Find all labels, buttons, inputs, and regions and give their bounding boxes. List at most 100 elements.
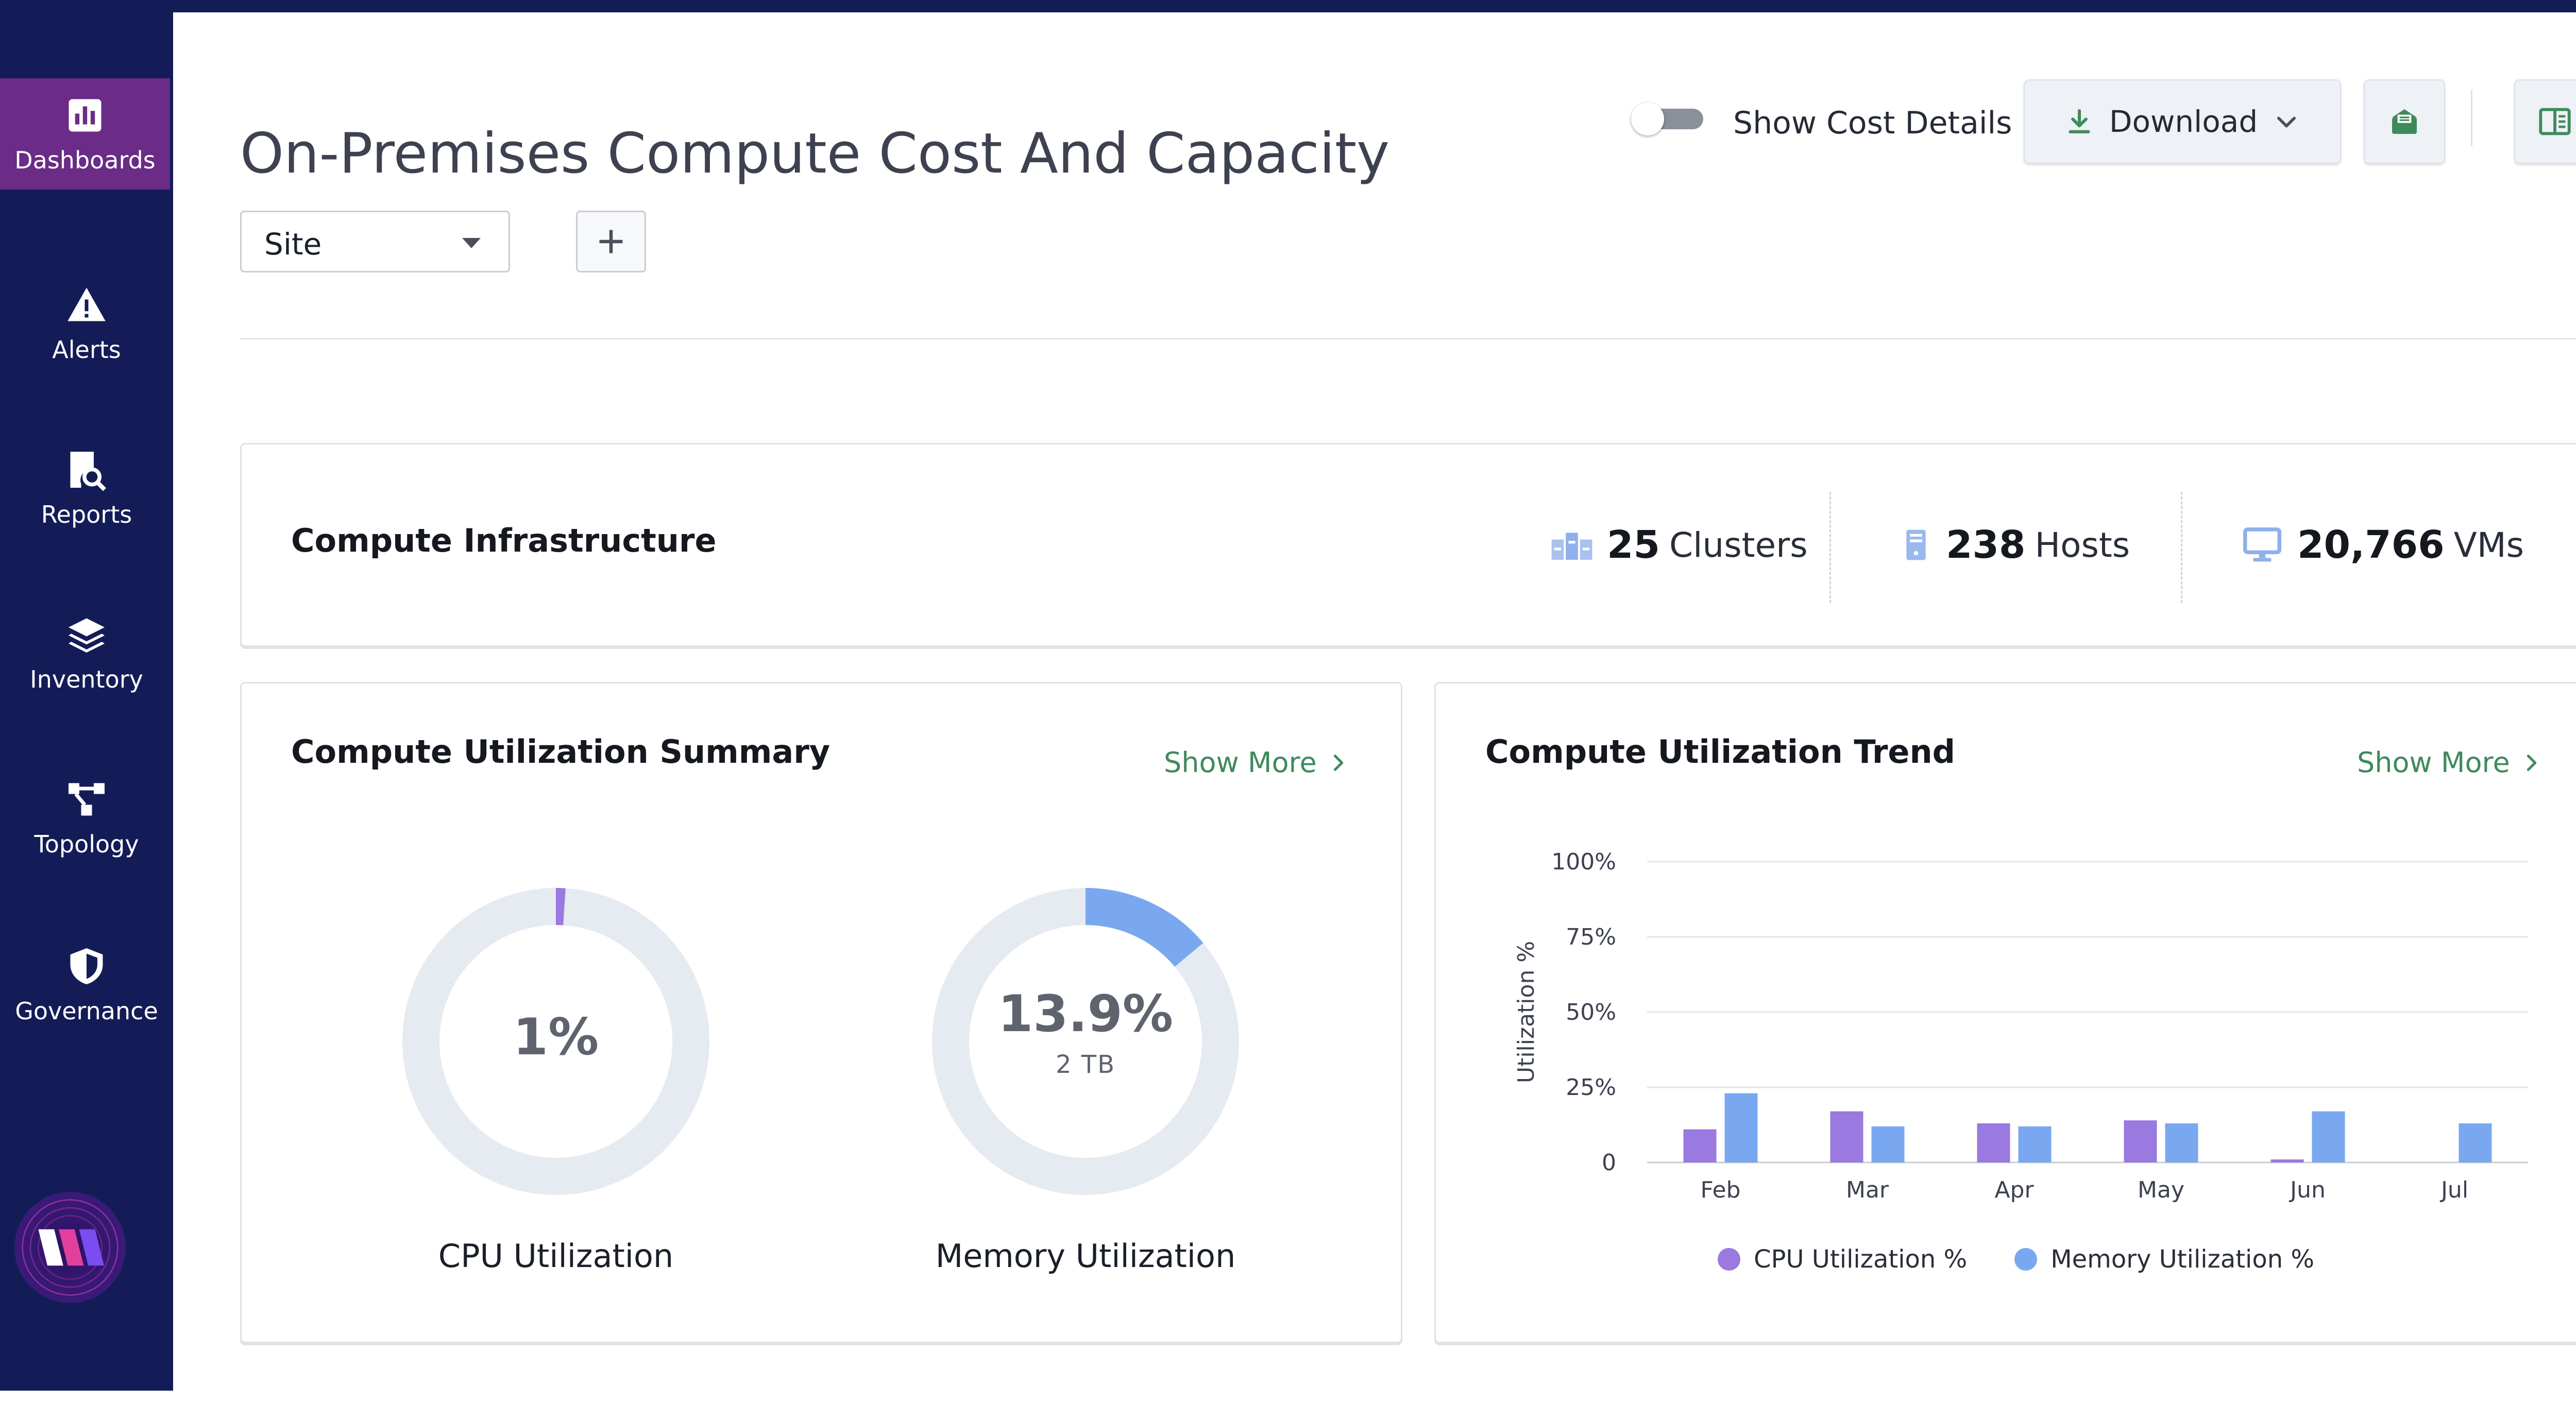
- side-panel-button[interactable]: [2514, 79, 2576, 164]
- server-icon: [1906, 529, 1926, 560]
- warning-icon: [67, 287, 106, 321]
- top-bar: [0, 0, 2576, 12]
- memory-utilization-label: Memory Utilization: [935, 1237, 1236, 1275]
- sidebar-item-governance[interactable]: Governance: [0, 929, 173, 1040]
- bar-memory: [2165, 1123, 2198, 1162]
- site-filter-value: Site: [264, 227, 322, 262]
- sidebar-item-label: Governance: [15, 997, 158, 1025]
- chart-legend: CPU Utilization % Memory Utilization %: [1436, 1245, 2576, 1274]
- toggle-label: Show Cost Details: [1733, 105, 2012, 141]
- sidebar: Dashboards Alerts Reports Inventory: [0, 0, 173, 1391]
- bar-memory: [1724, 1093, 1758, 1162]
- x-tick-label: Jun: [2289, 1177, 2326, 1203]
- y-tick-label: 50%: [1566, 999, 1616, 1025]
- stat-divider: [1829, 492, 1831, 603]
- sidebar-item-topology[interactable]: Topology: [0, 762, 173, 874]
- stat-divider: [2181, 492, 2182, 603]
- infrastructure-title: Compute Infrastructure: [291, 522, 717, 559]
- compute-infrastructure-card: Compute Infrastructure 25 Clusters 238: [240, 443, 2576, 647]
- y-tick-label: 100%: [1551, 849, 1616, 875]
- legend-item[interactable]: CPU Utilization %: [1717, 1245, 1968, 1274]
- x-tick-label: May: [2138, 1177, 2184, 1203]
- donut-arc: [402, 888, 709, 1195]
- chevron-right-icon: [2527, 754, 2536, 771]
- bar-cpu: [2124, 1120, 2157, 1162]
- email-icon: [2392, 109, 2417, 134]
- trend-title: Compute Utilization Trend: [1485, 733, 1955, 771]
- sidebar-item-inventory[interactable]: Inventory: [0, 597, 173, 709]
- download-label: Download: [2109, 104, 2258, 139]
- main-content: On-Premises Compute Cost And Capacity Sh…: [173, 12, 2576, 1391]
- chevron-down-icon: [2277, 116, 2296, 128]
- legend-label: Memory Utilization %: [2050, 1245, 2315, 1274]
- vms-stat: 20,766 VMs: [2241, 444, 2524, 645]
- hosts-stat: 238 Hosts: [1900, 444, 2130, 645]
- sidebar-item-label: Dashboards: [14, 146, 156, 174]
- sidebar-item-alerts[interactable]: Alerts: [0, 268, 173, 379]
- download-icon: [2069, 109, 2090, 133]
- topology-icon: [69, 783, 105, 816]
- y-tick-label: 75%: [1566, 924, 1616, 950]
- brand-logo[interactable]: [13, 1191, 127, 1304]
- vms-count: 20,766: [2297, 523, 2445, 567]
- cpu-utilization-label: CPU Utilization: [438, 1237, 674, 1275]
- page-title: On-Premises Compute Cost And Capacity: [240, 122, 1390, 186]
- cpu-utilization-donut: [402, 888, 709, 1195]
- x-tick-label: Feb: [1701, 1177, 1741, 1203]
- monitor-icon: [2243, 527, 2282, 562]
- bar-chart-icon: [69, 99, 101, 132]
- sidebar-item-label: Inventory: [30, 665, 143, 693]
- clusters-stat: 25 Clusters: [1550, 444, 1808, 645]
- sidebar-item-reports[interactable]: Reports: [0, 433, 173, 544]
- bar-memory: [2459, 1123, 2492, 1162]
- hosts-count: 238: [1946, 523, 2026, 567]
- summary-show-more-link[interactable]: Show More: [1164, 746, 1349, 779]
- report-search-icon: [70, 452, 106, 491]
- header-divider: [240, 338, 2576, 339]
- x-tick-label: Apr: [1994, 1177, 2034, 1203]
- bar-memory: [2312, 1111, 2345, 1162]
- cpu-utilization-value: 1%: [513, 1008, 599, 1067]
- legend-label: CPU Utilization %: [1753, 1245, 1968, 1274]
- add-filter-button[interactable]: [576, 211, 646, 272]
- bar-cpu: [1683, 1129, 1717, 1162]
- compute-utilization-summary-card: Compute Utilization Summary Show More 1%…: [240, 682, 1402, 1343]
- layers-icon: [69, 618, 105, 653]
- bar-memory: [1871, 1126, 1905, 1162]
- plus-icon: [599, 230, 623, 253]
- clusters-icon: [1551, 533, 1592, 560]
- utilization-trend-chart: 100% 75% 50% 25% 0 Utilization % Feb Mar Apr May J…: [1513, 849, 2528, 1203]
- legend-swatch: [1717, 1248, 1740, 1271]
- clusters-unit: Clusters: [1669, 525, 1808, 565]
- toolbar-divider: [2471, 90, 2472, 146]
- y-axis-label: Utilization %: [1513, 941, 1539, 1083]
- clusters-count: 25: [1607, 523, 1660, 567]
- summary-title: Compute Utilization Summary: [291, 733, 831, 771]
- y-tick-label: 25%: [1566, 1074, 1616, 1101]
- legend-item[interactable]: Memory Utilization %: [2014, 1245, 2314, 1274]
- compute-utilization-trend-card: Compute Utilization Trend Show More 100%…: [1434, 682, 2576, 1343]
- bar-cpu: [1977, 1123, 2010, 1162]
- memory-utilization-size: 2 TB: [1055, 1050, 1116, 1079]
- sidebar-item-label: Topology: [34, 830, 139, 858]
- site-filter-select[interactable]: Site: [240, 211, 510, 272]
- hosts-unit: Hosts: [2035, 525, 2130, 565]
- memory-utilization-value: 13.9%: [998, 985, 1173, 1043]
- chevron-right-icon: [1333, 754, 1343, 771]
- x-tick-label: Jul: [2439, 1177, 2468, 1203]
- bar-cpu: [1830, 1111, 1863, 1162]
- side-panel-icon: [2539, 108, 2571, 135]
- show-more-label: Show More: [1164, 746, 1317, 779]
- email-report-button[interactable]: [2364, 79, 2445, 164]
- cost-details-toggle[interactable]: [1631, 102, 1703, 135]
- download-button[interactable]: Download: [2024, 79, 2341, 164]
- shield-icon: [70, 948, 103, 984]
- caret-down-icon: [462, 238, 481, 248]
- bar-cpu: [2270, 1159, 2304, 1162]
- y-tick-label: 0: [1602, 1150, 1616, 1176]
- vms-unit: VMs: [2453, 525, 2524, 565]
- toggle-knob: [1631, 102, 1664, 135]
- memory-utilization-donut: [932, 888, 1239, 1195]
- trend-show-more-link[interactable]: Show More: [2357, 746, 2542, 779]
- sidebar-item-dashboards[interactable]: Dashboards: [0, 78, 170, 190]
